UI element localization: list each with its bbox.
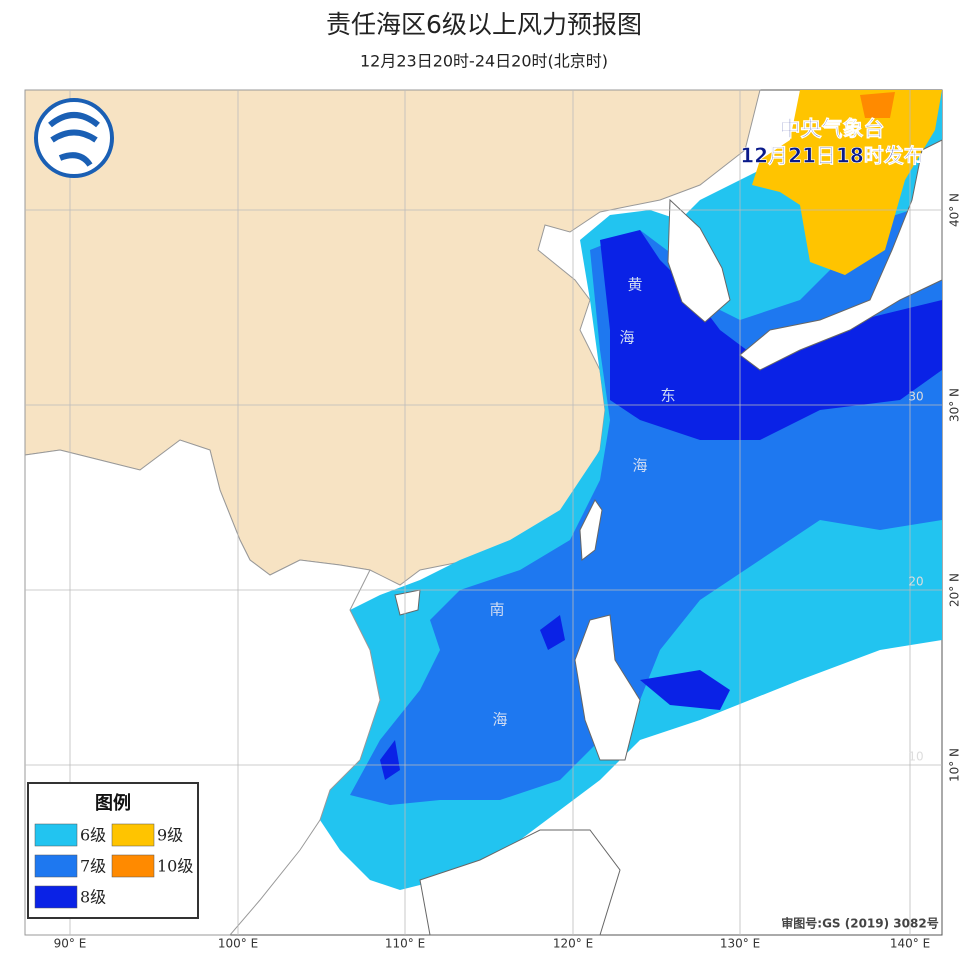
lon-label: 140° E bbox=[890, 937, 930, 951]
wind-zone-8 bbox=[540, 615, 565, 650]
subtitle: 12月23日20时-24日20时(北京时) bbox=[360, 52, 608, 71]
legend-label: 8级 bbox=[80, 888, 106, 907]
legend-label: 10级 bbox=[157, 857, 193, 876]
legend-label: 6级 bbox=[80, 826, 106, 845]
inner-lat-label: 10 bbox=[908, 750, 923, 764]
lon-label: 90° E bbox=[54, 937, 87, 951]
lon-label: 100° E bbox=[218, 937, 258, 951]
sea-label: 海 bbox=[619, 329, 634, 347]
wind-zone-8 bbox=[640, 670, 730, 710]
legend-swatch bbox=[34, 823, 78, 847]
wind-zone-8 bbox=[380, 740, 400, 780]
land-taiwan bbox=[579, 499, 603, 561]
sea-label: 海 bbox=[492, 711, 507, 729]
legend-swatch bbox=[34, 854, 78, 878]
legend-label: 9级 bbox=[157, 826, 183, 845]
wind-zone-10 bbox=[860, 92, 895, 118]
sea-label: 南 bbox=[489, 601, 504, 619]
legend-swatch bbox=[34, 885, 78, 909]
approval-number: 审图号:GS (2019) 3082号 bbox=[781, 916, 938, 931]
lat-label: 30° N bbox=[948, 388, 962, 422]
land-philippines bbox=[574, 614, 641, 761]
lat-label: 10° N bbox=[948, 748, 962, 782]
issuer-name: 中央气象台 bbox=[780, 117, 885, 141]
lon-label: 110° E bbox=[385, 937, 425, 951]
lon-label: 120° E bbox=[553, 937, 593, 951]
legend-swatch bbox=[111, 823, 155, 847]
lat-label: 40° N bbox=[948, 193, 962, 227]
legend: 图例 6级 9级 7级 10级 8级 bbox=[27, 782, 199, 919]
wind-zone-8 bbox=[600, 230, 942, 440]
inner-lat-label: 20 bbox=[908, 575, 923, 589]
land-hainan bbox=[394, 589, 421, 616]
wind-zone-9 bbox=[752, 90, 942, 275]
land-japan bbox=[739, 139, 943, 371]
title: 责任海区6级以上风力预报图 bbox=[326, 10, 642, 39]
legend-swatch bbox=[111, 854, 155, 878]
lat-label: 20° N bbox=[948, 573, 962, 607]
sea-label: 东 bbox=[660, 387, 675, 405]
sea-label: 黄 bbox=[627, 276, 642, 294]
land-korea bbox=[667, 198, 731, 323]
lon-label: 130° E bbox=[720, 937, 760, 951]
logo bbox=[34, 98, 114, 178]
inner-lat-label: 30 bbox=[908, 390, 923, 404]
sea-label: 海 bbox=[632, 457, 647, 475]
land-borneo bbox=[419, 829, 621, 936]
issuer-time: 12月21日18时发布 bbox=[740, 144, 924, 168]
legend-title: 图例 bbox=[95, 792, 131, 814]
legend-label: 7级 bbox=[80, 857, 106, 876]
